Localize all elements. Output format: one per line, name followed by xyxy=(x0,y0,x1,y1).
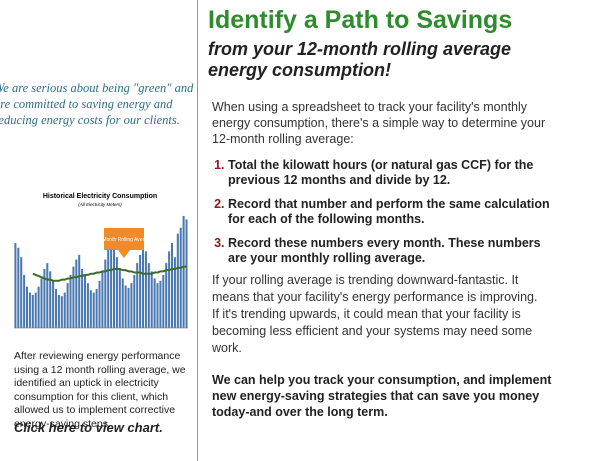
bar xyxy=(185,219,188,328)
bar xyxy=(144,251,147,328)
bar xyxy=(86,283,89,328)
bar xyxy=(60,296,63,328)
bar xyxy=(43,269,46,328)
main-intro: When using a spreadsheet to track your f… xyxy=(212,100,546,146)
bar xyxy=(176,233,179,328)
main-subtitle: from your 12-month rolling average energ… xyxy=(208,39,512,80)
step: Total the kilowatt hours (or natural gas… xyxy=(228,158,558,188)
bar xyxy=(139,254,142,328)
bar xyxy=(37,286,40,328)
bar xyxy=(95,289,98,328)
bar xyxy=(121,278,124,328)
bar xyxy=(98,280,101,328)
callout-pointer xyxy=(118,250,130,258)
step: Record that number and perform the same … xyxy=(228,197,558,227)
steps: Total the kilowatt hours (or natural gas… xyxy=(212,158,558,275)
chart-subtitle: (All Electricity Meters) xyxy=(78,202,122,207)
bar xyxy=(162,274,165,328)
bar xyxy=(156,283,159,328)
bar xyxy=(14,243,17,328)
divider xyxy=(197,0,198,461)
bar xyxy=(153,278,156,328)
bar xyxy=(75,259,78,328)
bar xyxy=(182,215,185,328)
bar xyxy=(40,278,43,328)
bar xyxy=(20,257,23,328)
bar xyxy=(118,269,121,328)
bar xyxy=(107,247,110,328)
bar xyxy=(63,292,66,328)
bar xyxy=(17,247,20,328)
bar xyxy=(127,287,130,328)
sidebar-intro: We are serious about being "green" and a… xyxy=(0,81,194,127)
bar xyxy=(34,292,37,328)
main-closing: We can help you track your consumption, … xyxy=(212,373,552,419)
main-body: If your rolling average is trending down… xyxy=(212,273,538,355)
chart-thumbnail: Historical Electricity Consumption (All … xyxy=(0,188,192,348)
bar xyxy=(136,263,139,328)
chart-title: Historical Electricity Consumption xyxy=(43,193,157,200)
bar xyxy=(142,245,145,328)
bar xyxy=(81,269,84,328)
bar xyxy=(159,280,162,328)
bar xyxy=(46,263,49,328)
bar xyxy=(69,274,72,328)
bar xyxy=(130,283,133,328)
bar xyxy=(89,290,92,328)
bar xyxy=(101,271,104,328)
bar xyxy=(104,259,107,328)
bar xyxy=(115,257,118,328)
bar xyxy=(55,289,58,328)
callout-text: 12 Month Rolling Average xyxy=(95,237,152,243)
bar xyxy=(72,266,75,328)
sidebar-caption: After reviewing energy performance using… xyxy=(14,350,186,430)
bar xyxy=(173,257,176,328)
bar xyxy=(165,263,168,328)
main-title: Identify a Path to Savings xyxy=(208,6,513,34)
step: Record these numbers every month. These … xyxy=(228,236,558,266)
bar xyxy=(147,263,150,328)
bar xyxy=(49,271,52,328)
bar xyxy=(28,292,31,328)
rolling-average-line xyxy=(32,265,187,282)
bar xyxy=(150,271,153,328)
bar xyxy=(171,243,174,328)
callout xyxy=(104,228,144,250)
bar xyxy=(168,251,171,328)
bar xyxy=(110,239,113,328)
bar xyxy=(124,285,127,328)
bar xyxy=(113,245,116,328)
bar xyxy=(23,274,26,328)
bar xyxy=(66,283,69,328)
chart-link[interactable]: Click here to view chart. xyxy=(14,420,163,435)
bar xyxy=(179,227,182,328)
bar xyxy=(84,274,87,328)
bar xyxy=(92,292,95,328)
bar xyxy=(133,274,136,328)
bar xyxy=(52,280,55,328)
bar xyxy=(57,294,60,328)
bar xyxy=(26,286,29,328)
bar xyxy=(78,254,81,328)
bar xyxy=(31,294,34,328)
